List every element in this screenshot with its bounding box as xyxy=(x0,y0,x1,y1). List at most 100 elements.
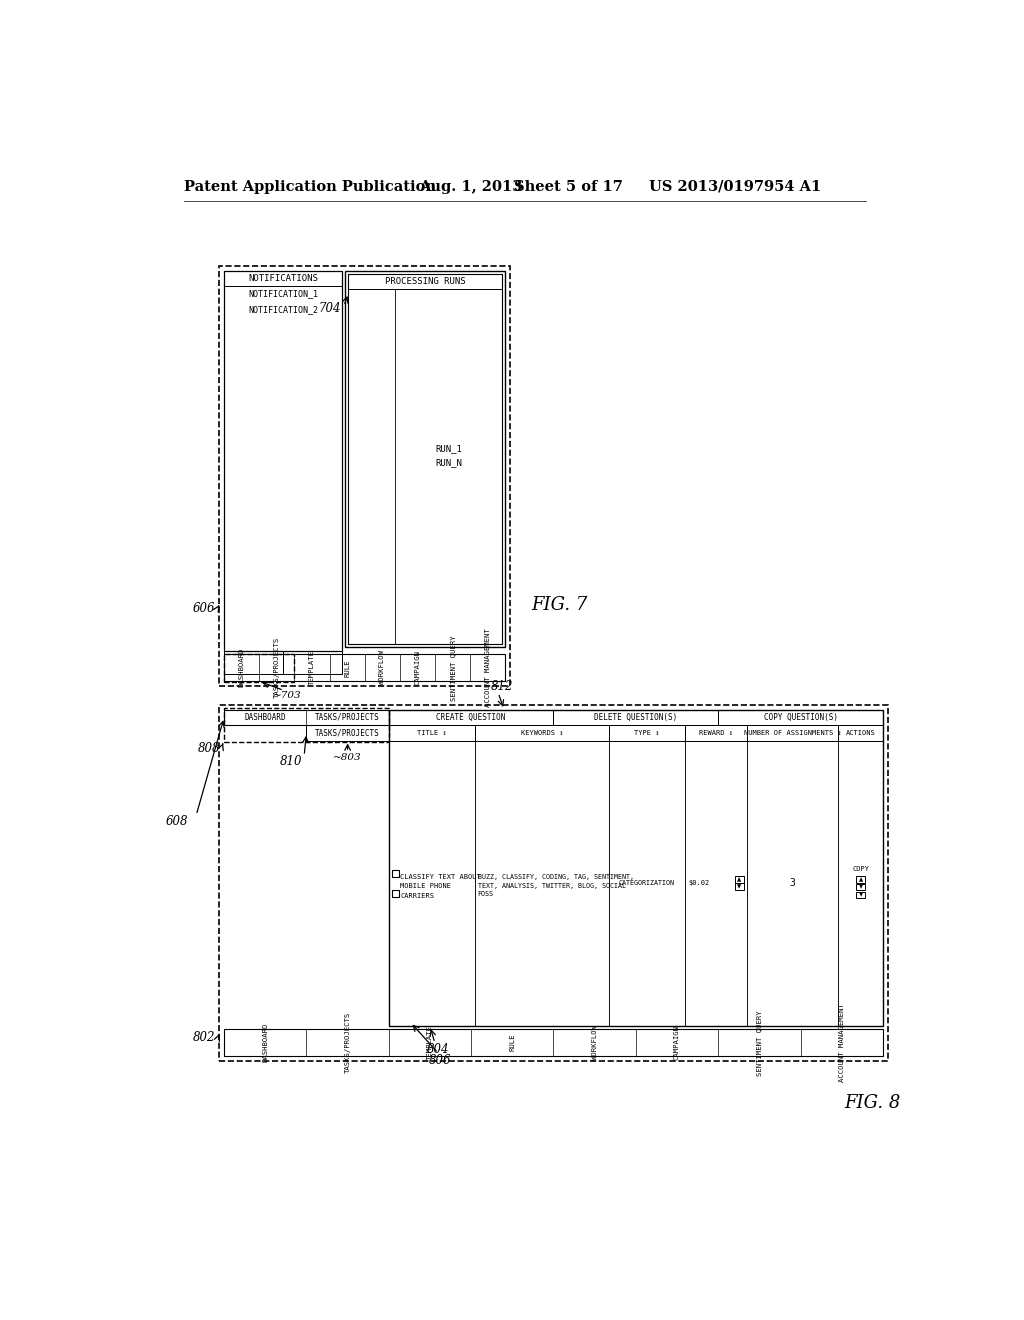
Text: FOSS: FOSS xyxy=(477,891,494,898)
Bar xyxy=(224,1030,883,1056)
Text: 606: 606 xyxy=(194,602,216,615)
Text: NOTIFICATIONS: NOTIFICATIONS xyxy=(248,275,318,282)
Text: 806: 806 xyxy=(428,1055,451,1068)
Text: SENTIMENT QUERY: SENTIMENT QUERY xyxy=(450,635,456,701)
Bar xyxy=(554,710,718,725)
Bar xyxy=(219,267,510,686)
Bar xyxy=(284,651,342,675)
Bar xyxy=(348,275,503,644)
Text: TEMPLATE: TEMPLATE xyxy=(427,1026,433,1060)
Bar xyxy=(224,710,389,725)
Text: $0.02: $0.02 xyxy=(688,880,710,886)
Bar xyxy=(348,275,503,289)
Text: ACTIONS: ACTIONS xyxy=(846,730,876,735)
Text: MOBILE PHONE: MOBILE PHONE xyxy=(400,883,452,890)
Text: CARRIERS: CARRIERS xyxy=(400,892,434,899)
Text: ~703: ~703 xyxy=(273,690,302,700)
Bar xyxy=(224,651,284,675)
Text: DELETE QUESTION(S): DELETE QUESTION(S) xyxy=(594,713,678,722)
Bar xyxy=(345,271,506,647)
Text: FIG. 7: FIG. 7 xyxy=(531,597,588,614)
Text: Sheet 5 of 17: Sheet 5 of 17 xyxy=(514,180,623,194)
Text: BUZZ, CLASSIFY, CODING, TAG, SENTIMENT,: BUZZ, CLASSIFY, CODING, TAG, SENTIMENT, xyxy=(477,874,634,880)
Text: TASKS/PROJECTS: TASKS/PROJECTS xyxy=(345,1012,350,1073)
Text: WORKFLOW: WORKFLOW xyxy=(379,651,385,685)
Bar xyxy=(856,892,865,898)
Text: ▼: ▼ xyxy=(858,884,863,890)
Text: 802: 802 xyxy=(194,1031,216,1044)
Text: RULE: RULE xyxy=(509,1034,515,1052)
Text: 804: 804 xyxy=(427,1043,450,1056)
Text: 608: 608 xyxy=(166,814,188,828)
Text: DASHBOARD: DASHBOARD xyxy=(239,648,245,688)
Text: 704: 704 xyxy=(319,302,341,315)
Bar xyxy=(856,876,865,883)
Text: US 2013/0197954 A1: US 2013/0197954 A1 xyxy=(649,180,821,194)
Text: TEXT, ANALYSIS, TWITTER, BLOG, SOCIAL: TEXT, ANALYSIS, TWITTER, BLOG, SOCIAL xyxy=(477,883,626,888)
Text: 810: 810 xyxy=(281,755,302,768)
Text: ACCOUNT MANAGEMENT: ACCOUNT MANAGEMENT xyxy=(484,628,490,708)
Text: TASKS/PROJECTS: TASKS/PROJECTS xyxy=(315,729,380,738)
Text: 812: 812 xyxy=(490,680,513,693)
Bar xyxy=(389,725,475,741)
Text: Patent Application Publication: Patent Application Publication xyxy=(183,180,436,194)
Text: TASKS/PROJECTS: TASKS/PROJECTS xyxy=(273,638,280,698)
Bar xyxy=(734,883,743,890)
Text: 808: 808 xyxy=(198,742,220,755)
Text: ACCOUNT MANAGEMENT: ACCOUNT MANAGEMENT xyxy=(839,1003,845,1082)
Text: COPY QUESTION(S): COPY QUESTION(S) xyxy=(764,713,838,722)
Text: TASKS/PROJECTS: TASKS/PROJECTS xyxy=(315,713,380,722)
Text: ▼: ▼ xyxy=(858,892,863,898)
Bar xyxy=(224,655,506,681)
Text: TYPE ↕: TYPE ↕ xyxy=(634,730,659,735)
Bar xyxy=(306,725,389,741)
Text: TEMPLATE: TEMPLATE xyxy=(309,651,315,685)
Text: CAMPAIGN: CAMPAIGN xyxy=(415,651,421,685)
Bar xyxy=(392,890,399,898)
Bar xyxy=(839,725,883,741)
Bar xyxy=(685,725,746,741)
Text: 3: 3 xyxy=(790,878,796,888)
Bar xyxy=(734,876,743,883)
Text: RUN_1: RUN_1 xyxy=(435,445,462,454)
Text: NUMBER OF ASSIGNMENTS ↕: NUMBER OF ASSIGNMENTS ↕ xyxy=(743,730,842,735)
Bar xyxy=(389,741,475,1026)
Bar xyxy=(746,725,839,741)
Bar xyxy=(608,725,685,741)
Text: COPY: COPY xyxy=(852,866,869,873)
Bar xyxy=(475,741,608,1026)
Text: CREATE QUESTION: CREATE QUESTION xyxy=(436,713,506,722)
Text: WORKFLOW: WORKFLOW xyxy=(592,1026,598,1060)
Bar xyxy=(685,741,746,1026)
Bar xyxy=(608,741,685,1026)
Text: RULE: RULE xyxy=(344,659,350,677)
Text: DASHBOARD: DASHBOARD xyxy=(262,1023,268,1063)
Text: REWARD ↕: REWARD ↕ xyxy=(699,730,733,735)
Bar xyxy=(224,708,389,742)
Text: CAMPAIGN: CAMPAIGN xyxy=(674,1026,680,1060)
Bar xyxy=(224,271,342,286)
Text: CATEGORIZATION: CATEGORIZATION xyxy=(618,880,675,886)
Bar xyxy=(224,271,342,651)
Text: RUN_N: RUN_N xyxy=(435,458,462,467)
Bar xyxy=(389,710,554,725)
Text: ~803: ~803 xyxy=(333,752,361,762)
Bar xyxy=(475,725,608,741)
Bar xyxy=(389,710,883,1026)
Text: TITLE ↕: TITLE ↕ xyxy=(417,730,446,735)
Bar xyxy=(856,884,865,890)
Text: PROCESSING RUNS: PROCESSING RUNS xyxy=(385,277,466,286)
Bar xyxy=(224,653,295,682)
Text: ▼: ▼ xyxy=(737,884,741,890)
Text: NOTIFICATION_2: NOTIFICATION_2 xyxy=(248,305,318,314)
Text: KEYWORDS ↕: KEYWORDS ↕ xyxy=(520,730,563,735)
Text: CLASSIFY TEXT ABOUT: CLASSIFY TEXT ABOUT xyxy=(400,874,481,880)
Text: DASHBOARD: DASHBOARD xyxy=(245,713,286,722)
Text: Aug. 1, 2013: Aug. 1, 2013 xyxy=(419,180,522,194)
Bar xyxy=(839,741,883,1026)
Text: SENTIMENT QUERY: SENTIMENT QUERY xyxy=(757,1010,762,1076)
Text: FIG. 8: FIG. 8 xyxy=(844,1094,900,1113)
Bar xyxy=(219,705,888,1061)
Bar xyxy=(718,710,883,725)
Bar xyxy=(746,741,839,1026)
